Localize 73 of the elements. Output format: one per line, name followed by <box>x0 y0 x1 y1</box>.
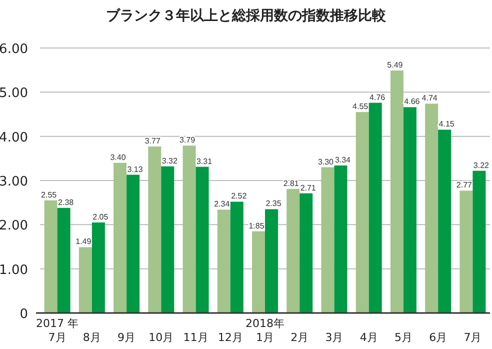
bar <box>321 167 334 313</box>
bar <box>403 107 416 313</box>
bar <box>300 193 313 313</box>
bar <box>114 162 127 313</box>
bar <box>161 166 174 313</box>
bar <box>356 112 369 313</box>
x-tick-label: 2017 年 7月 <box>36 317 79 344</box>
bar <box>368 102 382 313</box>
data-label: 2.71 <box>300 183 316 192</box>
data-label: 5.49 <box>387 60 404 70</box>
bar <box>126 174 140 313</box>
y-tick-label: 6.00 <box>0 42 28 57</box>
y-tick-label: 2.00 <box>0 218 28 234</box>
x-tick-label: 6月 <box>429 331 448 344</box>
y-tick-label: 1.00 <box>0 262 28 278</box>
data-label: 1.85 <box>248 221 265 230</box>
x-tick-label: 2月 <box>290 331 309 344</box>
data-label: 2.77 <box>456 180 473 190</box>
data-label: 2.38 <box>58 198 74 207</box>
bar <box>334 165 348 313</box>
y-tick-label: 0 <box>20 307 28 322</box>
data-label: 3.77 <box>144 136 161 146</box>
data-label: 3.31 <box>196 156 213 166</box>
data-label: 4.74 <box>422 94 438 103</box>
data-label: 2.35 <box>266 199 282 208</box>
bar <box>148 146 162 313</box>
data-label: 4.66 <box>404 97 420 106</box>
bar <box>196 166 209 313</box>
data-label: 4.55 <box>352 102 369 112</box>
data-label: 4.76 <box>370 92 386 102</box>
x-tick-label: 3月 <box>325 331 344 344</box>
bar <box>230 202 244 313</box>
bar <box>472 170 486 313</box>
bar <box>92 222 105 313</box>
bar <box>438 130 452 313</box>
y-tick-label: 3.00 <box>0 174 28 190</box>
x-tick-label: 7月 <box>464 331 482 344</box>
chart-title: ブランク３年以上と総採用数の指数推移比較 <box>106 7 387 24</box>
bar <box>460 190 473 313</box>
bar <box>182 146 196 313</box>
bar <box>78 247 92 313</box>
bar <box>265 209 278 313</box>
data-label: 3.79 <box>179 136 196 145</box>
x-tick-label: 4月 <box>360 331 378 344</box>
x-tick-label: 10月 <box>148 331 174 344</box>
data-label: 2.52 <box>231 192 248 201</box>
data-label: 3.13 <box>127 164 144 174</box>
x-tick-label: 5月 <box>394 331 412 344</box>
data-label: 2.81 <box>283 178 300 188</box>
x-tick-label: 2018年 1月 <box>246 317 284 344</box>
data-label: 3.30 <box>318 157 334 166</box>
data-label: 4.15 <box>438 120 455 129</box>
x-tick-label: 8月 <box>82 331 101 344</box>
data-label: 2.34 <box>214 200 230 209</box>
bar <box>44 200 58 313</box>
data-label: 1.49 <box>76 237 92 246</box>
bar <box>252 231 265 313</box>
data-label: 2.05 <box>92 212 109 222</box>
bar <box>425 104 438 313</box>
bar <box>390 70 404 313</box>
data-label: 3.34 <box>334 155 352 164</box>
data-label: 3.40 <box>110 152 126 162</box>
x-tick-label: 9月 <box>118 331 136 344</box>
y-tick-label: 4.00 <box>0 130 28 146</box>
bar <box>57 208 70 313</box>
y-tick-label: 5.00 <box>0 86 28 102</box>
bar <box>217 210 230 313</box>
data-label: 2.55 <box>41 190 58 200</box>
bar <box>286 188 300 313</box>
data-label: 3.22 <box>473 160 490 170</box>
data-label: 3.32 <box>162 156 178 166</box>
x-tick-label: 11月 <box>183 331 208 344</box>
x-tick-label: 12月 <box>218 331 243 344</box>
